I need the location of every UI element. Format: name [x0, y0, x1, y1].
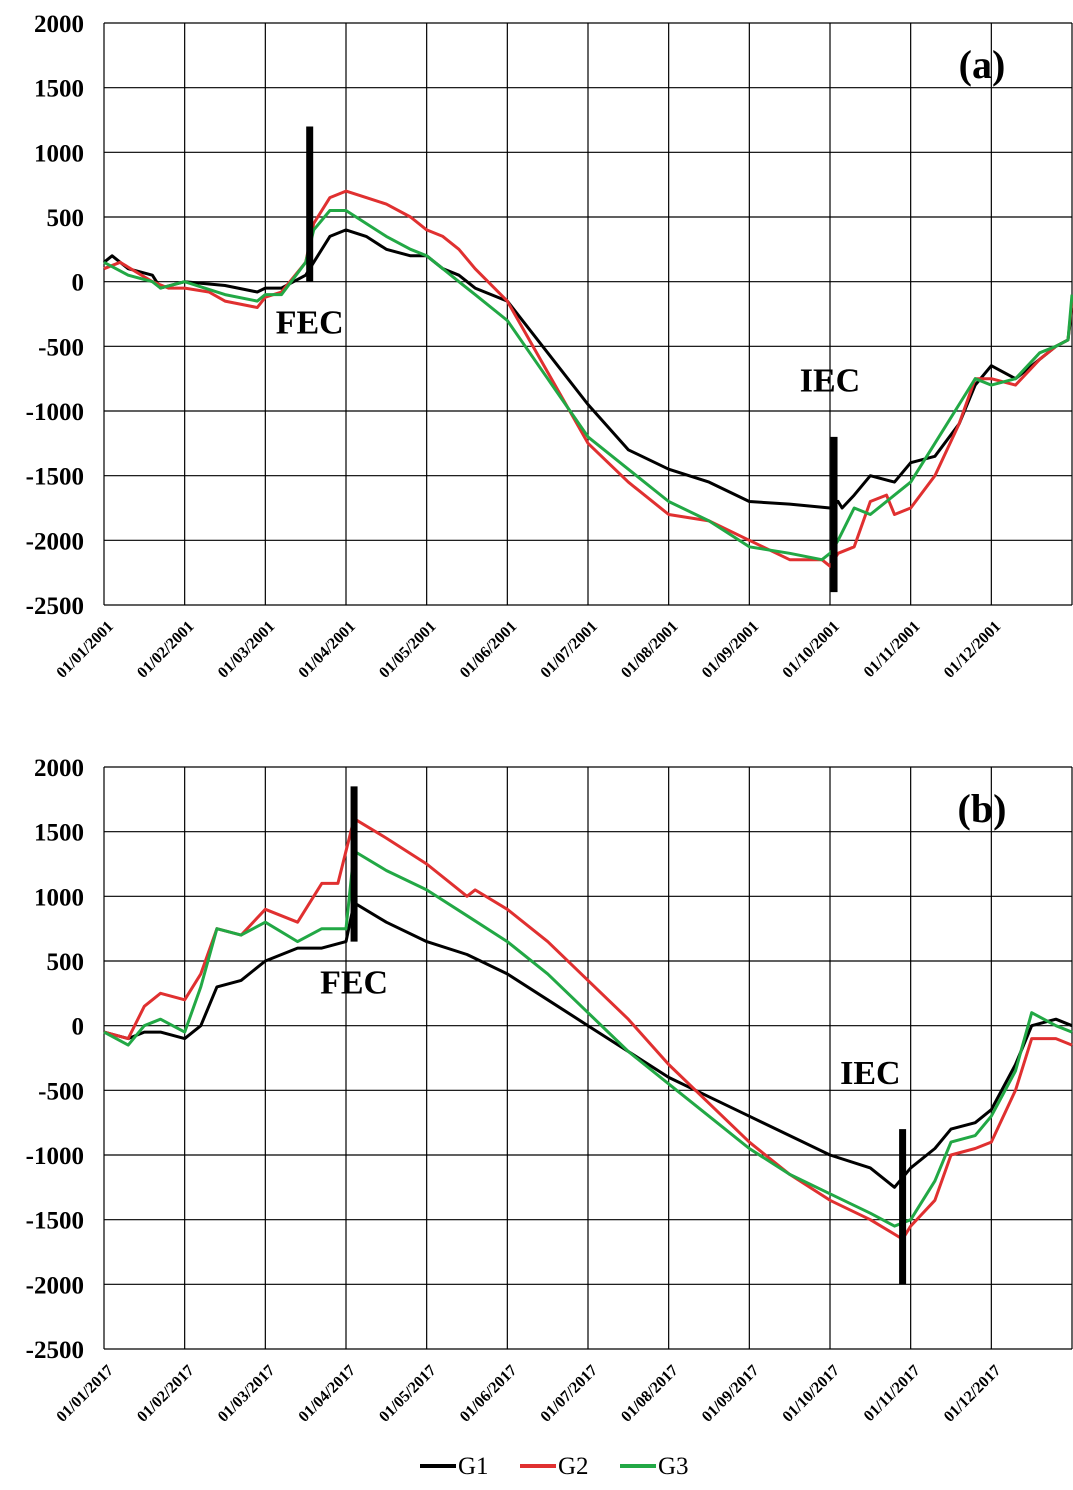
- y-tick-label: -2500: [26, 593, 84, 620]
- series-line-g3: [103, 849, 1073, 1228]
- series-line-g1: [103, 901, 1073, 1189]
- annotation-iec: IEC: [840, 1055, 900, 1092]
- y-tick-label: 500: [47, 205, 85, 232]
- panel-label: (b): [958, 786, 1007, 831]
- x-tick-label: 01/03/2001: [215, 618, 279, 682]
- y-tick-label: 1000: [34, 140, 84, 167]
- y-tick-label: -500: [38, 1078, 84, 1105]
- x-tick-label: 01/10/2001: [779, 618, 843, 682]
- y-tick-label: 0: [72, 1014, 85, 1041]
- x-tick-label: 01/03/2017: [215, 1362, 279, 1426]
- y-tick-label: -1500: [26, 464, 84, 491]
- x-tick-label: 01/05/2017: [376, 1362, 440, 1426]
- x-tick-label: 01/07/2017: [537, 1362, 601, 1426]
- annotation-iec: IEC: [800, 363, 860, 400]
- y-tick-label: 500: [47, 949, 85, 976]
- y-tick-label: -1000: [26, 399, 84, 426]
- x-tick-label: 01/12/2001: [941, 618, 1005, 682]
- y-tick-label: 0: [72, 270, 85, 297]
- series-line-g3: [103, 209, 1073, 562]
- legend: G1 G2 G3: [420, 1453, 689, 1480]
- x-tick-label: 01/10/2017: [779, 1362, 843, 1426]
- panel-a: 2000 1500 1000 500 0 -500 -1000 -1500 -2000 -2500…: [26, 11, 1073, 682]
- legend-label-g1: G1: [458, 1453, 489, 1480]
- x-tick-label: 01/04/2001: [295, 618, 359, 682]
- y-tick-label: 1000: [34, 884, 84, 911]
- x-tick-label: 01/09/2001: [699, 618, 763, 682]
- x-tick-label: 01/02/2001: [134, 618, 198, 682]
- y-tick-label: -500: [38, 334, 84, 361]
- annotation-fec: FEC: [320, 964, 388, 1001]
- y-tick-label: 2000: [34, 11, 84, 38]
- y-tick-label: -1500: [26, 1208, 84, 1235]
- x-tick-label: 01/05/2001: [376, 618, 440, 682]
- y-tick-label: -1000: [26, 1143, 84, 1170]
- x-tick-label: 01/04/2017: [295, 1362, 359, 1426]
- legend-label-g3: G3: [658, 1453, 689, 1480]
- y-tick-label: 1500: [34, 76, 84, 103]
- x-tick-label: 01/01/2001: [53, 618, 117, 682]
- annotation-fec: FEC: [276, 304, 344, 341]
- x-tick-label: 01/09/2017: [699, 1362, 763, 1426]
- x-tick-label: 01/02/2017: [134, 1362, 198, 1426]
- x-tick-label: 01/11/2001: [861, 618, 924, 681]
- y-tick-label: 1500: [34, 820, 84, 847]
- series-line-g1: [103, 228, 1073, 510]
- x-tick-label: 01/08/2017: [618, 1362, 682, 1426]
- x-tick-label: 01/11/2017: [861, 1362, 924, 1425]
- x-tick-label: 01/06/2001: [457, 618, 521, 682]
- x-tick-label: 01/07/2001: [537, 618, 601, 682]
- y-tick-label: -2500: [26, 1337, 84, 1364]
- x-tick-label: 01/01/2017: [53, 1362, 117, 1426]
- x-tick-label: 01/12/2017: [941, 1362, 1005, 1426]
- legend-label-g2: G2: [558, 1453, 589, 1480]
- panel-b: 2000 1500 1000 500 0 -500 -1000 -1500 -2000 -2500…: [26, 755, 1073, 1426]
- y-tick-label: 2000: [34, 755, 84, 782]
- y-tick-label: -2000: [26, 528, 84, 555]
- x-tick-label: 01/06/2017: [457, 1362, 521, 1426]
- x-tick-label: 01/08/2001: [618, 618, 682, 682]
- panel-label: (a): [959, 42, 1006, 87]
- y-tick-label: -2000: [26, 1272, 84, 1299]
